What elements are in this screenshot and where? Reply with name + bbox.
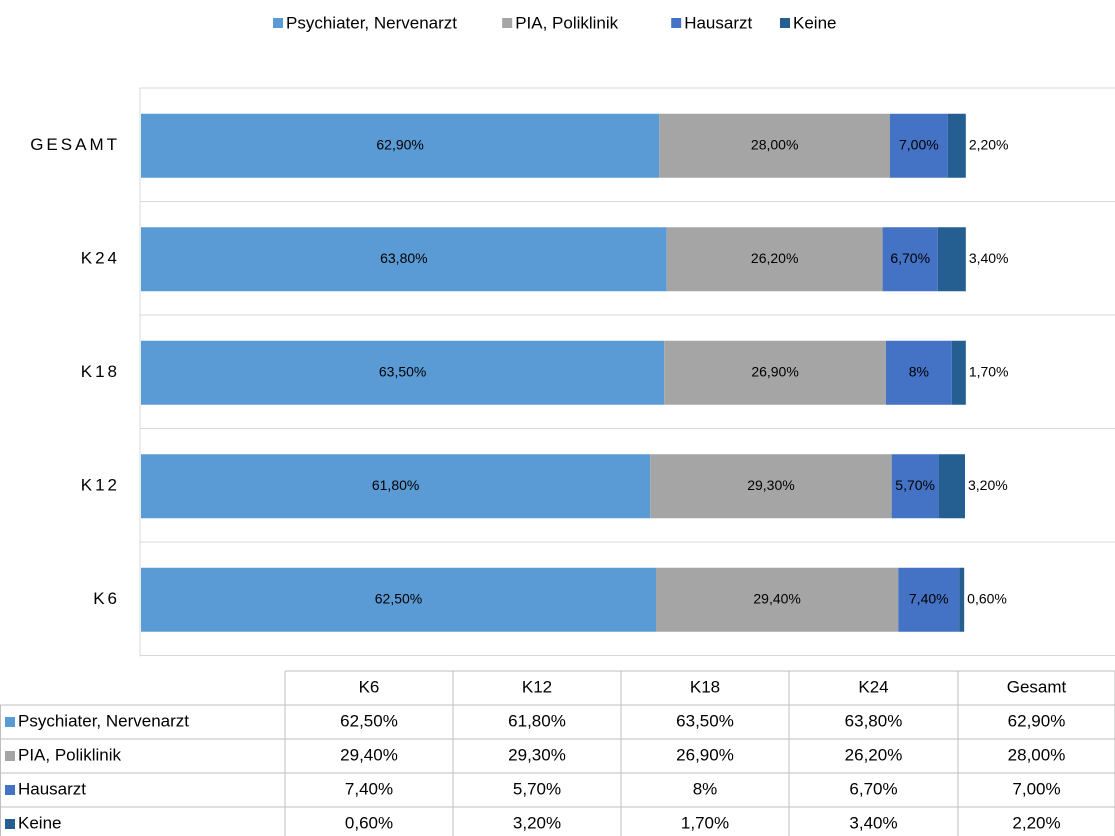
table-cell: 3,40% — [849, 813, 897, 832]
legend-label: Keine — [793, 13, 836, 32]
legend-label: Hausarzt — [684, 13, 752, 32]
table-cell: 5,70% — [513, 779, 561, 798]
table-cell: 7,00% — [1012, 779, 1060, 798]
table-cell: 1,70% — [681, 813, 729, 832]
data-label: 29,40% — [753, 590, 800, 606]
table-cell: 63,50% — [676, 711, 734, 730]
bar-segment — [882, 227, 938, 292]
table-cell: 26,90% — [676, 745, 734, 764]
table-cell: 3,20% — [513, 813, 561, 832]
data-label: 26,20% — [751, 250, 798, 266]
table-header: K18 — [690, 677, 720, 696]
table-cell: 61,80% — [508, 711, 566, 730]
bar-segment — [141, 567, 656, 632]
bar-segment — [947, 113, 966, 178]
table-cell: 26,20% — [845, 745, 903, 764]
category-label: K24 — [81, 249, 120, 268]
data-label: 6,70% — [890, 250, 930, 266]
bar-segment — [885, 340, 952, 405]
bar-segment — [951, 340, 966, 405]
table-legend-swatch — [5, 751, 15, 761]
data-label: 26,90% — [751, 363, 798, 379]
data-label: 7,00% — [899, 136, 939, 152]
table-row-header: PIA, Poliklinik — [18, 745, 121, 764]
table-cell: 8% — [693, 779, 718, 798]
table-cell: 62,50% — [340, 711, 398, 730]
legend-swatch — [671, 18, 682, 28]
bar-segment — [650, 454, 892, 519]
table-cell: 0,60% — [345, 813, 393, 832]
table-cell: 28,00% — [1008, 745, 1066, 764]
table-header: K12 — [522, 677, 552, 696]
data-label: 3,40% — [969, 250, 1009, 266]
data-label: 62,50% — [375, 590, 422, 606]
table-row-header: Psychiater, Nervenarzt — [18, 711, 189, 730]
table-cell: 29,30% — [508, 745, 566, 764]
data-label: 28,00% — [751, 136, 798, 152]
data-label: 8% — [909, 363, 929, 379]
table-legend-swatch — [5, 785, 15, 795]
bar-segment — [141, 113, 660, 178]
category-label: GESAMT — [30, 135, 120, 154]
bar-segment — [656, 567, 899, 632]
bar-segment — [659, 113, 891, 178]
bar-segment — [664, 340, 886, 405]
data-label: 3,20% — [968, 477, 1008, 493]
bar-segment — [959, 567, 965, 632]
legend-label: PIA, Poliklinik — [515, 13, 618, 32]
table-row-header: Hausarzt — [18, 779, 86, 798]
bar-segment — [938, 454, 965, 519]
category-label: K6 — [93, 589, 120, 608]
bar-segment — [141, 340, 665, 405]
bar-segment — [141, 227, 667, 292]
table-header: K24 — [858, 677, 888, 696]
data-label: 5,70% — [895, 477, 935, 493]
legend-swatch — [780, 18, 790, 28]
bar-segment — [141, 454, 651, 519]
data-label: 7,40% — [909, 590, 949, 606]
bar-segment — [890, 113, 948, 178]
legend-label: Psychiater, Nervenarzt — [286, 13, 457, 32]
table-legend-swatch — [5, 819, 15, 829]
data-label: 29,30% — [747, 477, 794, 493]
table-cell: 63,80% — [845, 711, 903, 730]
legend-swatch — [273, 18, 283, 28]
table-row-header: Keine — [18, 813, 61, 832]
table-cell: 6,70% — [849, 779, 897, 798]
table-header: Gesamt — [1007, 677, 1067, 696]
data-label: 1,70% — [969, 363, 1009, 379]
category-label: K12 — [81, 476, 120, 495]
table-cell: 62,90% — [1008, 711, 1066, 730]
data-label: 0,60% — [967, 590, 1007, 606]
data-label: 63,50% — [379, 363, 426, 379]
table-cell: 7,40% — [345, 779, 393, 798]
data-label: 2,20% — [969, 136, 1009, 152]
bar-segment — [898, 567, 960, 632]
bar-segment — [891, 454, 939, 519]
category-label: K18 — [81, 362, 120, 381]
legend-swatch — [502, 18, 513, 28]
table-header: K6 — [359, 677, 380, 696]
data-label: 61,80% — [372, 477, 419, 493]
bar-segment — [937, 227, 966, 292]
table-cell: 2,20% — [1012, 813, 1060, 832]
table-legend-swatch — [5, 717, 15, 727]
data-label: 62,90% — [376, 136, 423, 152]
bar-segment — [666, 227, 883, 292]
data-label: 63,80% — [380, 250, 427, 266]
table-cell: 29,40% — [340, 745, 398, 764]
